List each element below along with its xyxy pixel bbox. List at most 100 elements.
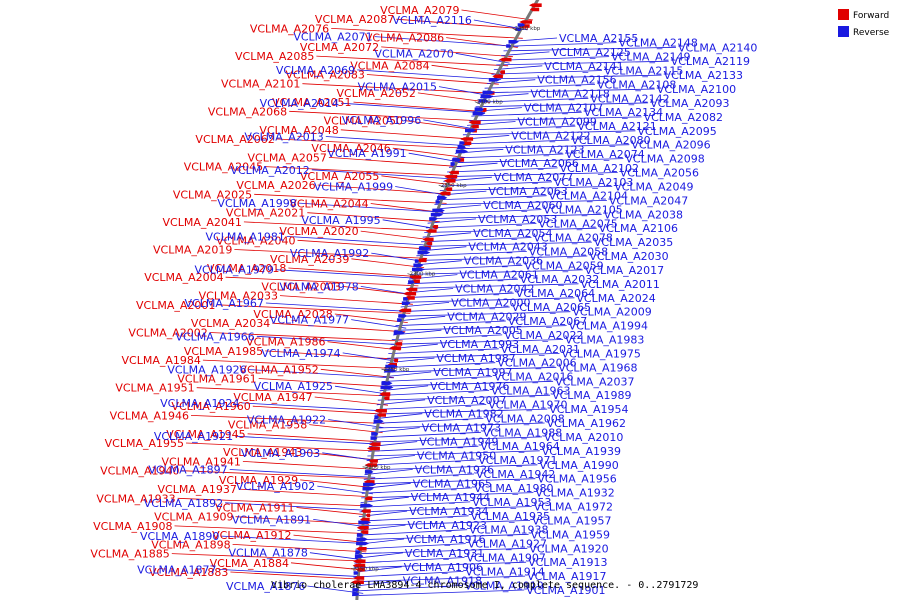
gene-label[interactable]: VCLMA_A1929 <box>219 474 298 487</box>
gene-label[interactable]: VCLMA_A2095 <box>637 125 716 138</box>
gene-label[interactable]: VCLMA_A1925 <box>254 380 333 393</box>
gene-label[interactable]: VCLMA_A1909 <box>154 511 233 524</box>
gene-label[interactable]: VCLMA_A2029 <box>447 310 526 323</box>
gene-label[interactable]: VCLMA_A2032 <box>520 273 599 286</box>
gene-label[interactable]: VCLMA_A2140 <box>678 41 757 54</box>
gene-label[interactable]: VCLMA_A2116 <box>393 14 472 27</box>
gene-label[interactable]: VCLMA_A1997 <box>433 366 512 379</box>
gene-label[interactable]: VCLMA_A2058 <box>529 245 608 258</box>
gene-label[interactable]: VCLMA_A1946 <box>110 409 189 422</box>
gene-label[interactable]: VCLMA_A1984 <box>122 354 201 367</box>
gene-label[interactable]: VCLMA_A2057 <box>248 151 327 164</box>
gene-label[interactable]: VCLMA_A1967 <box>185 297 264 310</box>
gene-label[interactable]: VCLMA_A1912 <box>212 529 291 542</box>
gene-label[interactable]: VCLMA_A1883 <box>149 566 228 579</box>
gene-label[interactable]: VCLMA_A1957 <box>532 514 611 527</box>
gene-label[interactable]: VCLMA_A1965 <box>413 477 492 490</box>
gene-label[interactable]: VCLMA_A2107 <box>524 102 603 115</box>
gene-label[interactable]: VCLMA_A2030 <box>589 250 668 263</box>
gene-label[interactable]: VCLMA_A1955 <box>105 437 184 450</box>
gene-label[interactable]: VCLMA_A2062 <box>195 133 274 146</box>
gene-label[interactable]: VCLMA_A2148 <box>619 37 698 50</box>
gene-label[interactable]: VCLMA_A1998 <box>217 197 296 210</box>
gene-label[interactable]: VCLMA_A2049 <box>614 180 693 193</box>
gene-label[interactable]: VCLMA_A2093 <box>650 97 729 110</box>
gene-label[interactable]: VCLMA_A2034 <box>191 317 270 330</box>
gene-label[interactable]: VCLMA_A2068 <box>208 105 287 118</box>
gene-label[interactable]: VCLMA_A2022 <box>504 329 583 342</box>
gene-label[interactable]: VCLMA_A2065 <box>512 301 591 314</box>
gene-label[interactable]: VCLMA_A2055 <box>300 170 379 183</box>
gene-label[interactable]: VCLMA_A2046 <box>311 142 390 155</box>
gene-label[interactable]: VCLMA_A2156 <box>537 74 616 87</box>
gene-label[interactable]: VCLMA_A1934 <box>409 505 488 518</box>
gene-label[interactable]: VCLMA_A2079 <box>380 4 459 17</box>
gene-label[interactable]: VCLMA_A1947 <box>233 391 312 404</box>
gene-label[interactable]: VCLMA_A1949 <box>419 436 498 449</box>
gene-label[interactable]: VCLMA_A1975 <box>562 347 641 360</box>
gene-label[interactable]: VCLMA_A2016 <box>494 371 573 384</box>
gene-label[interactable]: VCLMA_A2103 <box>554 176 633 189</box>
gene-label[interactable]: VCLMA_A2104 <box>549 190 628 203</box>
gene-label[interactable]: VCLMA_A1982 <box>424 408 503 421</box>
gene-label[interactable]: VCLMA_A2059 <box>524 259 603 272</box>
gene-label[interactable]: VCLMA_A2038 <box>604 208 683 221</box>
gene-label[interactable]: VCLMA_A2122 <box>511 129 590 142</box>
gene-label[interactable]: VCLMA_A1944 <box>411 491 490 504</box>
gene-label[interactable]: VCLMA_A2003 <box>261 280 340 293</box>
gene-label[interactable]: VCLMA_A2118 <box>531 88 610 101</box>
gene-label[interactable]: VCLMA_A1931 <box>405 547 484 560</box>
gene-label[interactable]: VCLMA_A1972 <box>534 501 613 514</box>
gene-label[interactable]: VCLMA_A1981 <box>206 230 285 243</box>
gene-label[interactable]: VCLMA_A2142 <box>590 92 669 105</box>
gene-label[interactable]: VCLMA_A2066 <box>500 157 579 170</box>
gene-label[interactable]: VCLMA_A2035 <box>594 236 673 249</box>
gene-label[interactable]: VCLMA_A1907 <box>467 552 546 565</box>
gene-label[interactable]: VCLMA_A2085 <box>235 50 314 63</box>
gene-label[interactable]: VCLMA_A2000 <box>451 296 530 309</box>
gene-label[interactable]: VCLMA_A2008 <box>485 412 564 425</box>
gene-label[interactable]: VCLMA_A2039 <box>270 253 349 266</box>
gene-label[interactable]: VCLMA_A2133 <box>664 69 743 82</box>
gene-label[interactable]: VCLMA_A1921 <box>154 430 233 443</box>
gene-label[interactable]: VCLMA_A2044 <box>289 198 368 211</box>
gene-label[interactable]: VCLMA_A2047 <box>609 194 688 207</box>
gene-label[interactable]: VCLMA_A2076 <box>250 22 329 35</box>
gene-label[interactable]: VCLMA_A1970 <box>488 399 567 412</box>
gene-label[interactable]: VCLMA_A2009 <box>572 306 651 319</box>
gene-label[interactable]: VCLMA_A2100 <box>657 83 736 96</box>
gene-label[interactable]: VCLMA_A2025 <box>173 188 252 201</box>
gene-label[interactable]: VCLMA_A1974 <box>261 347 340 360</box>
gene-label[interactable]: VCLMA_A2064 <box>516 287 595 300</box>
gene-label[interactable]: VCLMA_A1986 <box>246 336 325 349</box>
gene-label[interactable]: VCLMA_A1935 <box>471 510 550 523</box>
gene-label[interactable]: VCLMA_A1959 <box>531 528 610 541</box>
gene-label[interactable]: VCLMA_A2040 <box>216 234 295 247</box>
gene-label[interactable]: VCLMA_A1898 <box>151 538 230 551</box>
gene-label[interactable]: VCLMA_A2102 <box>560 162 639 175</box>
gene-label[interactable]: VCLMA_A2060 <box>483 199 562 212</box>
gene-label[interactable]: VCLMA_A1952 <box>239 363 318 376</box>
gene-label[interactable]: VCLMA_A1989 <box>552 389 631 402</box>
gene-label[interactable]: VCLMA_A1945 <box>166 428 245 441</box>
gene-label[interactable]: VCLMA_A2031 <box>501 343 580 356</box>
gene-label[interactable]: VCLMA_A1941 <box>162 455 241 468</box>
gene-label[interactable]: VCLMA_A1885 <box>90 548 169 561</box>
gene-label[interactable]: VCLMA_A2043 <box>468 241 547 254</box>
gene-label[interactable]: VCLMA_A1964 <box>480 440 559 453</box>
gene-label[interactable]: VCLMA_A2045 <box>184 161 263 174</box>
gene-label[interactable]: VCLMA_A1903 <box>241 447 320 460</box>
gene-label[interactable]: VCLMA_A2042 <box>455 283 534 296</box>
gene-label[interactable]: VCLMA_A2069 <box>276 64 355 77</box>
gene-label[interactable]: VCLMA_A1960 <box>171 400 250 413</box>
gene-label[interactable]: VCLMA_A2056 <box>620 167 699 180</box>
gene-label[interactable]: VCLMA_A2070 <box>374 47 453 60</box>
gene-label[interactable]: VCLMA_A2086 <box>365 32 444 45</box>
gene-label[interactable]: VCLMA_A2013 <box>244 131 323 144</box>
gene-label[interactable]: VCLMA_A2012 <box>230 164 309 177</box>
gene-label[interactable]: VCLMA_A1884 <box>210 557 289 570</box>
gene-label[interactable]: VCLMA_A1918 <box>403 575 482 588</box>
gene-label[interactable]: VCLMA_A1992 <box>290 247 369 260</box>
gene-label[interactable]: VCLMA_A2123 <box>505 143 584 156</box>
gene-label[interactable]: VCLMA_A1923 <box>408 519 487 532</box>
